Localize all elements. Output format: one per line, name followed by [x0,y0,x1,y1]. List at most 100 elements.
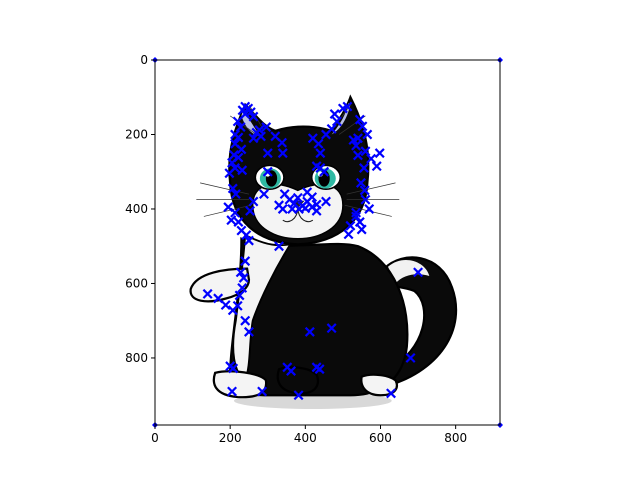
scatter-point-marker [220,300,231,311]
cat-whisker [203,204,251,217]
scatter-point-marker [360,146,371,157]
scatter-point-marker [343,229,354,240]
marker-stroke [236,225,247,236]
marker-stroke [360,146,371,157]
axes-border [154,59,501,426]
scatter-point-marker [362,129,373,140]
marker-stroke [352,150,363,161]
marker-stroke [248,111,259,122]
scatter-point-marker [345,220,356,231]
marker-stroke [224,168,235,179]
marker-stroke [289,198,300,209]
marker-stroke [262,166,273,177]
scatter-point-marker [351,140,362,151]
y-tick-label: 800 [125,351,148,365]
scatter-point-marker [237,282,248,293]
scatter-point-marker [321,196,331,207]
scatter-point-marker [277,148,288,159]
scatter-point-marker [311,161,322,172]
scatter-point-marker [358,163,369,173]
marker-stroke [342,101,353,112]
marker-stroke [314,364,325,375]
y-tick-label: 600 [125,276,148,290]
scatter-point-marker [351,211,362,222]
marker-stroke [362,129,373,140]
marker-stroke [238,272,249,283]
marker-stroke [360,194,371,205]
marker-stroke [233,217,244,227]
marker-stroke [243,235,254,246]
marker-stroke [256,131,266,142]
scatter-point-marker [248,196,259,207]
marker-stroke [300,203,311,214]
scatter-point-marker [202,288,213,299]
scatter-point-marker [292,192,303,203]
marker-stroke [374,148,385,159]
scatter-point-marker [240,256,251,267]
scatter-point-marker [326,323,337,334]
marker-stroke [358,163,369,173]
marker-stroke [386,388,396,399]
marker-stroke [307,192,318,203]
y-tick-label: 400 [125,202,148,216]
scatter-point-marker [213,293,224,304]
marker-stroke [213,293,224,304]
marker-stroke [304,326,315,337]
scatter-point-marker [293,390,304,401]
marker-stroke [243,326,254,337]
marker-stroke [240,315,251,326]
marker-stroke [356,224,367,235]
marker-stroke [245,205,256,216]
marker-stroke [237,165,248,176]
scatter-point-marker [236,144,247,155]
marker-stroke [274,241,284,252]
marker-stroke [292,192,303,203]
marker-stroke [277,204,288,214]
marker-stroke [311,205,322,216]
scatter-point-marker [304,326,315,337]
marker-stroke [237,282,248,293]
marker-stroke [343,229,354,240]
marker-stroke [331,116,342,127]
scatter-point-marker [230,207,241,218]
marker-stroke [245,107,256,118]
marker-stroke [277,137,288,148]
scatter-point-marker [355,177,366,188]
cat-shadow [233,392,392,409]
marker-stroke [345,220,356,231]
scatter-point-marker [230,189,241,200]
tick-layer: 0 200 400 600 800 0 200 400 600 800 [125,53,467,445]
scatter-point-marker [286,366,297,376]
marker-stroke [228,149,239,160]
scatter-point-marker [359,185,370,196]
marker-stroke [329,109,340,119]
scatter-point-marker [234,290,245,301]
y-tick-label: 0 [140,53,148,67]
scatter-point-marker [248,133,259,144]
scatter-point-marker [354,217,365,227]
marker-stroke [232,116,243,127]
marker-stroke [405,352,416,363]
scatter-point-marker [315,148,326,159]
marker-stroke [293,390,304,401]
scatter-point-marker [413,267,424,278]
scatter-point-marker [257,386,268,397]
marker-stroke [359,185,370,196]
scatter-point-marker [232,116,243,127]
x-tick-label: 200 [219,431,242,445]
scatter-point-marker [329,109,340,119]
scatter-point-marker [235,267,246,278]
x-tick-label: 600 [369,431,392,445]
scatter-point-marker [256,131,266,142]
scatter-point-marker [357,121,368,132]
marker-stroke [351,207,362,218]
marker-stroke [227,157,238,168]
cat-raised-paw [189,267,251,303]
marker-stroke [319,166,330,177]
marker-stroke [240,256,251,267]
x-tick-label: 0 [151,431,159,445]
marker-stroke [236,144,247,155]
scatter-point-marker [314,364,325,375]
marker-stroke [241,230,252,241]
scatter-point-marker [245,205,256,216]
